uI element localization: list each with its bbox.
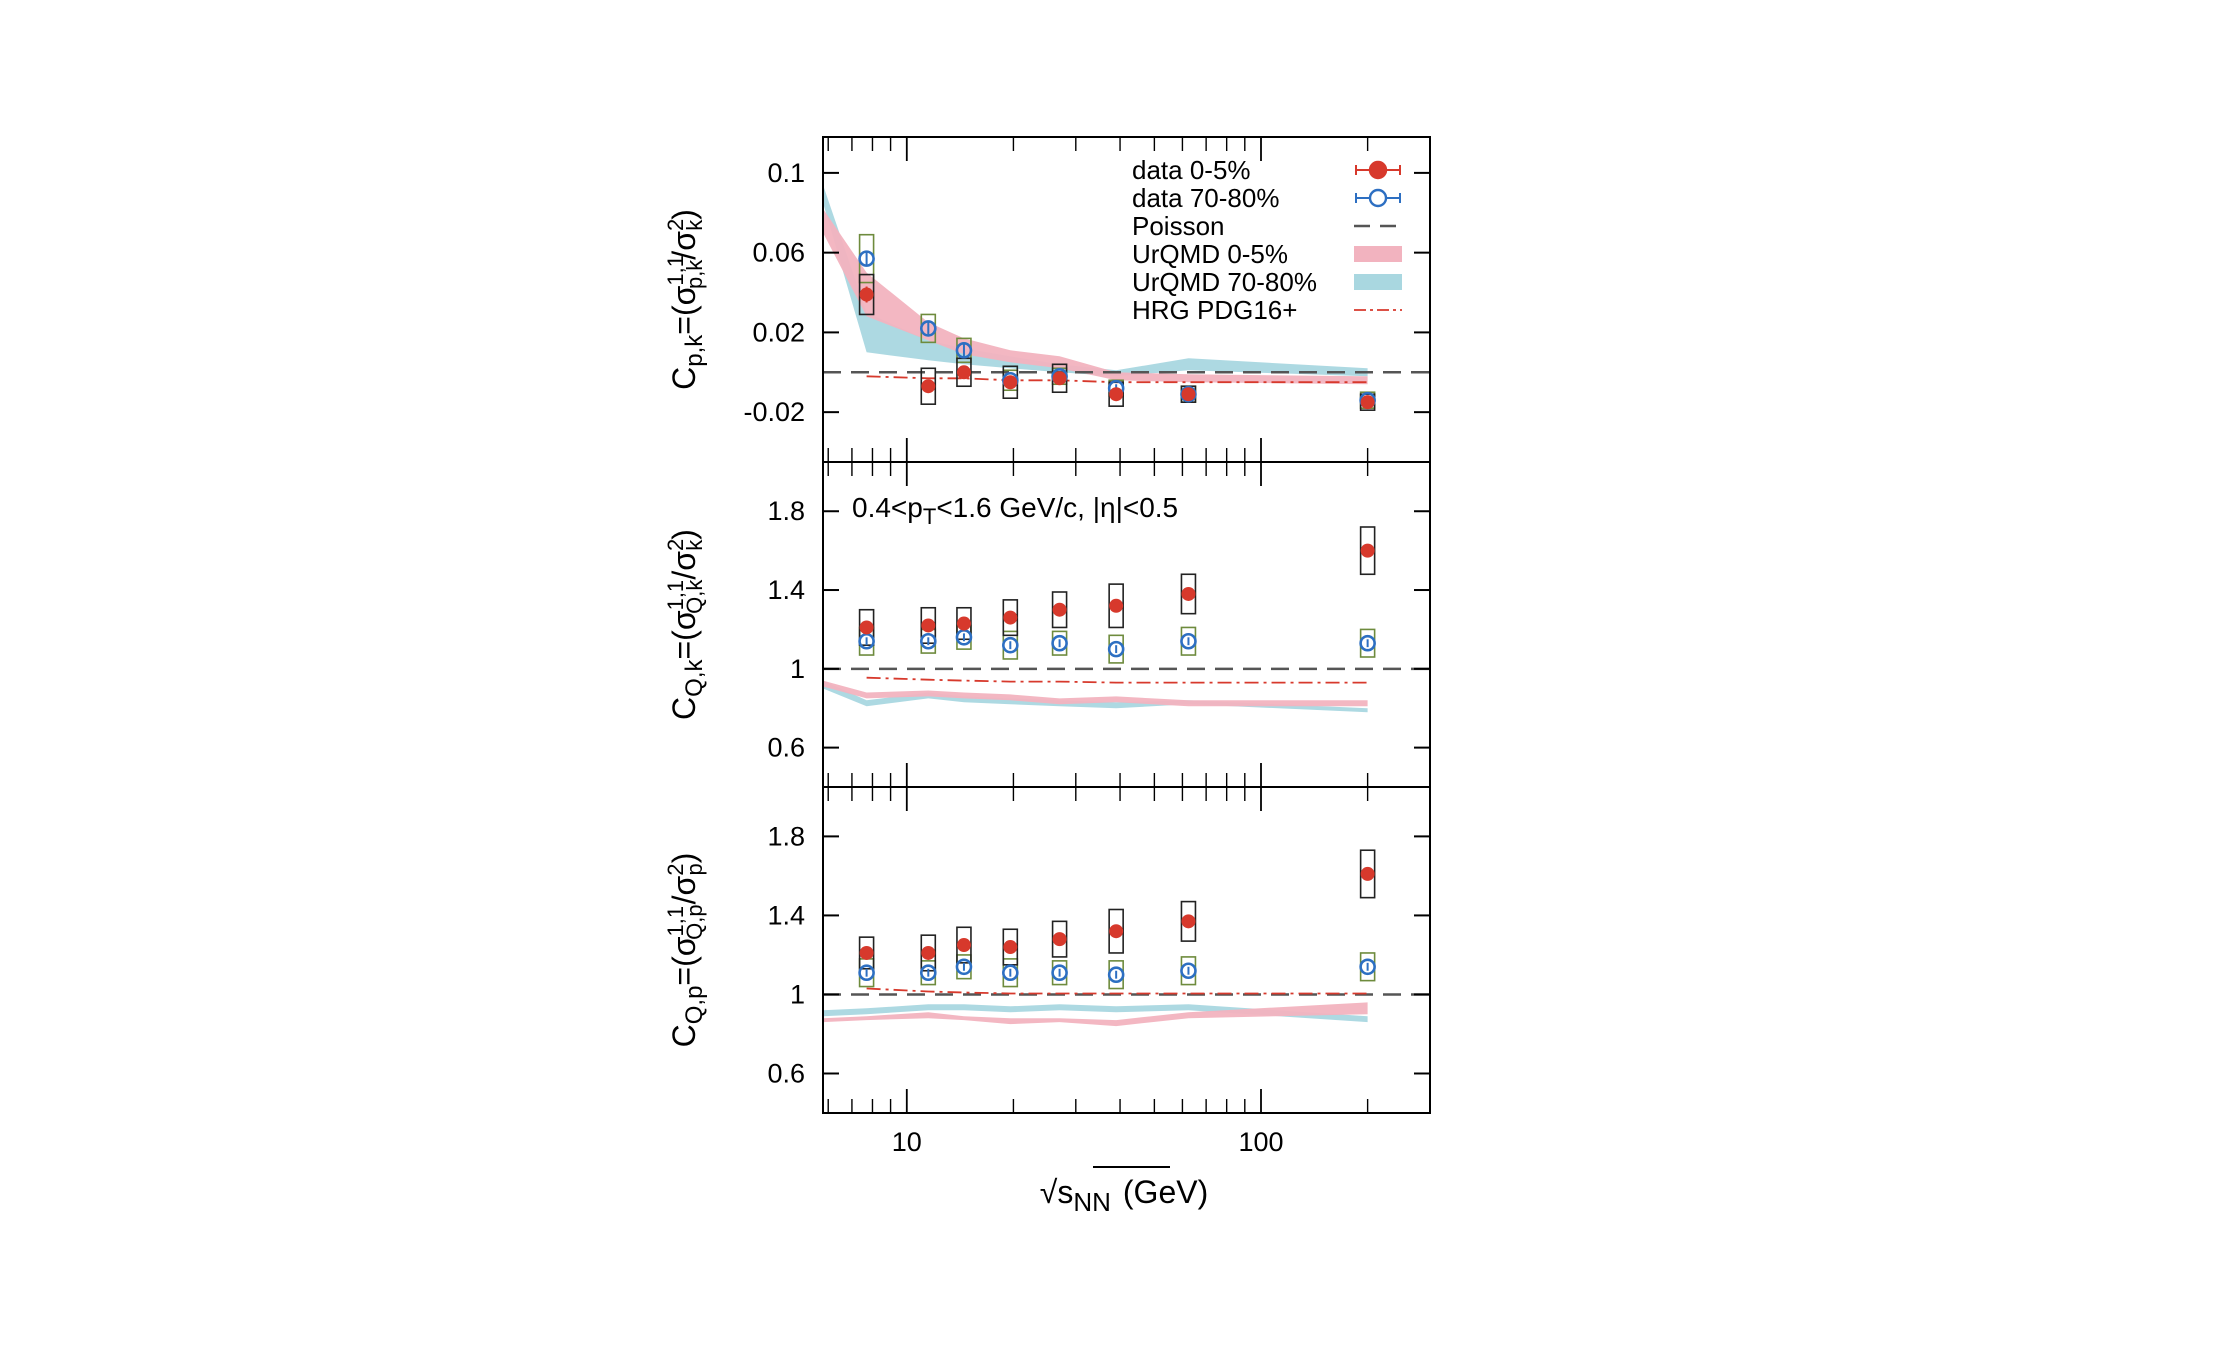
legend-label-data_central: data 0-5% [1132,155,1251,185]
data-point-central-panel-2 [1109,924,1124,939]
data-point-peripheral-panel-1 [858,632,875,650]
y-tick-label-panel-0: -0.02 [743,397,805,427]
legend-label-poisson: Poisson [1132,211,1225,241]
data-point-peripheral-panel-2 [919,964,937,982]
data-point-central-panel-2 [1360,866,1375,881]
data-point-peripheral-panel-2 [1002,964,1019,982]
urqmd-central-band-panel-1 [823,680,1368,707]
data-point-central-panel-1 [1052,602,1067,617]
data-point-central-panel-1 [1181,586,1196,601]
y-tick-label-panel-2: 0.6 [767,1058,805,1088]
data-point-peripheral-panel-1 [1107,640,1125,658]
y-tick-label-panel-0: 0.06 [752,238,805,268]
y-tick-label-panel-0: 0.02 [752,317,805,347]
hrg-line-panel-0 [866,375,1368,384]
data-point-central-panel-0 [1003,375,1018,390]
y-axis-title-panel-0: Cp,k=(σ1,1p,k/σ2k) [663,209,708,390]
x-axis-title: √sNN (GeV) [1040,1174,1208,1217]
y-tick-label-panel-1: 1.8 [767,496,805,526]
data-point-central-panel-0 [1109,387,1124,402]
legend-marker-urqmd_central [1354,246,1402,262]
data-point-peripheral-panel-1 [955,629,973,646]
legend-marker-data_central [1368,160,1388,180]
y-tick-label-panel-1: 1 [790,654,805,684]
data-point-central-panel-0 [956,365,971,380]
data-point-central-panel-2 [921,945,936,960]
hrg-line-panel-1 [866,676,1368,684]
data-point-peripheral-panel-0 [919,320,937,337]
y-tick-label-panel-2: 1.8 [767,821,805,851]
panel-frame-0 [822,136,1431,463]
reference-lines-layer [823,371,1430,996]
x-tick-label: 10 [892,1127,922,1157]
y-tick-label-panel-1: 1.4 [767,575,805,605]
data-point-central-panel-1 [1109,598,1124,613]
data-point-central-panel-2 [1003,940,1018,955]
urqmd-central-band-panel-0 [823,208,1368,385]
data-point-central-panel-0 [921,379,936,394]
legend-label-hrg: HRG PDG16+ [1132,295,1297,325]
data-point-peripheral-panel-0 [955,342,973,359]
data-point-peripheral-panel-2 [1359,958,1376,976]
data-point-peripheral-panel-2 [1180,962,1197,980]
urqmd-central-band-panel-2 [823,1002,1368,1027]
data-point-central-panel-1 [1003,610,1018,625]
y-tick-label-panel-2: 1.4 [767,900,805,930]
data-point-peripheral-panel-2 [858,964,875,982]
data-point-peripheral-panel-0 [858,250,875,267]
labels-layer: -0.02 0.02 0.06 0.1 Cp,k=(σ1,1p,k/σ2k) 0.6 1 1.… [663,155,1402,1217]
data-point-central-panel-0 [1181,387,1196,402]
legend-label-data_peripheral: data 70-80% [1132,183,1279,213]
data-point-central-panel-2 [956,938,971,953]
panel-frame-2 [822,786,1431,1114]
data-point-peripheral-panel-2 [1051,964,1068,982]
data-point-peripheral-panel-2 [1107,966,1125,983]
legend-marker-data_peripheral [1368,188,1388,208]
data-point-central-panel-2 [859,945,874,960]
data-point-central-panel-1 [859,620,874,635]
data-point-central-panel-2 [1181,914,1196,929]
y-axis-title-panel-1: CQ,k=(σ1,1Q,k/σ2k) [663,529,708,720]
legend-marker-urqmd_peripheral [1354,274,1402,290]
data-point-central-panel-1 [921,618,936,633]
data-point-central-panel-0 [859,287,874,302]
urqmd-bands-layer [823,184,1368,1027]
data-point-peripheral-panel-1 [919,632,937,650]
axes-frame-layer [822,136,1431,1114]
x-tick-label: 100 [1238,1127,1283,1157]
data-point-peripheral-panel-1 [1359,634,1376,652]
legend-label-urqmd_central: UrQMD 0-5% [1132,239,1288,269]
hrg-line-panel-2 [866,987,1368,995]
kinematic-cuts-annotation: 0.4<pT<1.6 GeV/c, |η|<0.5 [852,492,1178,529]
data-point-central-panel-1 [956,616,971,631]
legend-label-urqmd_peripheral: UrQMD 70-80% [1132,267,1317,297]
data-point-central-panel-1 [1360,543,1375,558]
data-point-peripheral-panel-1 [1002,636,1019,654]
urqmd-peripheral-band-panel-2 [823,1004,1368,1023]
y-axis-title-panel-2: CQ,p=(σ1,1Q,p/σ2p) [663,853,708,1048]
data-point-central-panel-0 [1360,395,1375,410]
data-point-central-panel-0 [1052,371,1067,386]
data-point-peripheral-panel-1 [1051,634,1068,652]
data-points-layer [858,233,1376,990]
data-point-central-panel-2 [1052,932,1067,947]
data-point-peripheral-panel-2 [955,958,973,976]
y-tick-label-panel-0: 0.1 [767,158,805,188]
data-point-peripheral-panel-1 [1180,632,1197,650]
y-tick-label-panel-2: 1 [790,979,805,1009]
y-tick-label-panel-1: 0.6 [767,733,805,763]
